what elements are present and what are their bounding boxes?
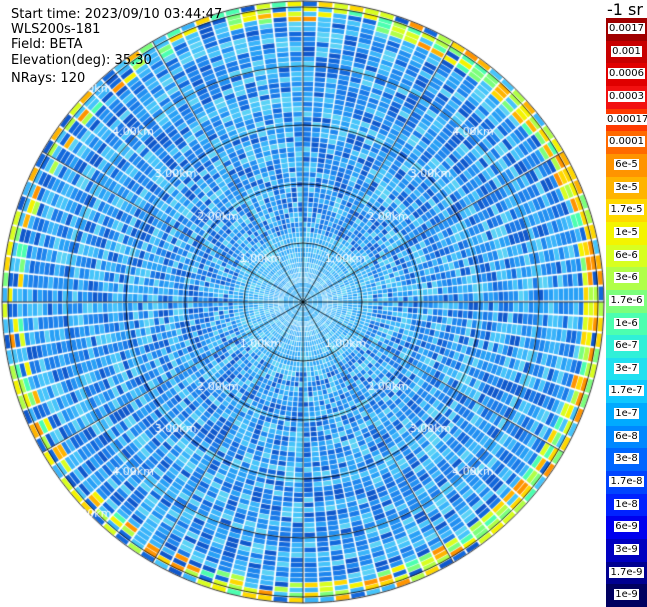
colorbar-tick-label: 1e-5: [614, 227, 639, 238]
colorbar-tick-label: 6e-8: [614, 431, 639, 442]
colorbar-bin: 0.0006: [606, 63, 647, 86]
colorbar-bin: 1.7e-6: [606, 290, 647, 313]
instrument-text: WLS200s-181: [11, 22, 100, 37]
start-time-text: Start time: 2023/09/10 03:44:47: [11, 7, 222, 22]
colorbar-tick-label: 0.00017: [606, 114, 647, 125]
colorbar-bin: 1.7e-9: [606, 562, 647, 585]
nrays-text: NRays: 120: [11, 71, 85, 86]
colorbar-tick-label: 6e-5: [614, 159, 639, 170]
colorbar-tick-label: 0.0017: [608, 23, 645, 34]
field-text: Field: BETA: [11, 37, 82, 52]
colorbar-tick-label: 1e-7: [614, 408, 639, 419]
colorbar-bin: 0.001: [606, 41, 647, 64]
colorbar-tick-label: 1e-9: [614, 589, 639, 600]
colorbar-tick-label: 0.0006: [608, 68, 645, 79]
colorbar-bin: 6e-5: [606, 154, 647, 177]
colorbar-tick-label: 0.001: [611, 46, 642, 57]
colorbar-tick-label: 1.7e-8: [609, 476, 643, 487]
colorbar-bin: 6e-7: [606, 335, 647, 358]
colorbar-tick-label: 3e-7: [614, 363, 639, 374]
colorbar-bin: 1e-9: [606, 584, 647, 607]
colorbar-tick-label: 1.7e-5: [609, 204, 643, 215]
colorbar-tick-label: 3e-5: [614, 182, 639, 193]
colorbar-bin: 1e-8: [606, 494, 647, 517]
colorbar-bin: 1.7e-8: [606, 471, 647, 494]
colorbar-tick-label: 6e-6: [614, 250, 639, 261]
colorbar-tick-label: 3e-8: [614, 453, 639, 464]
elevation-text: Elevation(deg): 35.30: [11, 53, 152, 68]
colorbar-tick-label: 1e-6: [614, 318, 639, 329]
ppi-scan-plot: [0, 0, 607, 607]
colorbar-tick-label: 6e-9: [614, 521, 639, 532]
colorbar-bin: 1.7e-7: [606, 380, 647, 403]
colorbar-tick-label: 1.7e-9: [609, 567, 643, 578]
colorbar-bin: 3e-6: [606, 267, 647, 290]
colorbar-bin: 3e-8: [606, 448, 647, 471]
colorbar-tick-label: 0.0001: [608, 136, 645, 147]
colorbar-bin: 1.7e-5: [606, 199, 647, 222]
colorbar-bin: 3e-5: [606, 177, 647, 200]
colorbar-bin: 0.0001: [606, 131, 647, 154]
colorbar-bin: 0.0003: [606, 86, 647, 109]
colorbar-bin: 6e-9: [606, 516, 647, 539]
colorbar-bin: 6e-6: [606, 245, 647, 268]
colorbar-tick-label: 0.0003: [608, 91, 645, 102]
colorbar-bin: 6e-8: [606, 426, 647, 449]
colorbar-bin: 3e-7: [606, 358, 647, 381]
colorbar-bin: 0.0017: [606, 18, 647, 41]
colorbar-bin: 1e-6: [606, 313, 647, 336]
colorbar-tick-label: 1.7e-6: [609, 295, 643, 306]
colorbar-tick-label: 6e-7: [614, 340, 639, 351]
colorbar-tick-label: 1.7e-7: [609, 385, 643, 396]
colorbar-tick-label: 3e-6: [614, 272, 639, 283]
colorbar-bin: 1e-5: [606, 222, 647, 245]
colorbar-bin: 3e-9: [606, 539, 647, 562]
colorbar-tick-label: 1e-8: [614, 499, 639, 510]
colorbar-tick-label: 3e-9: [614, 544, 639, 555]
colorbar-bin: 0.00017: [606, 109, 647, 132]
colorbar-bin: 1e-7: [606, 403, 647, 426]
colorbar-unit-label: -1 sr: [607, 0, 643, 19]
